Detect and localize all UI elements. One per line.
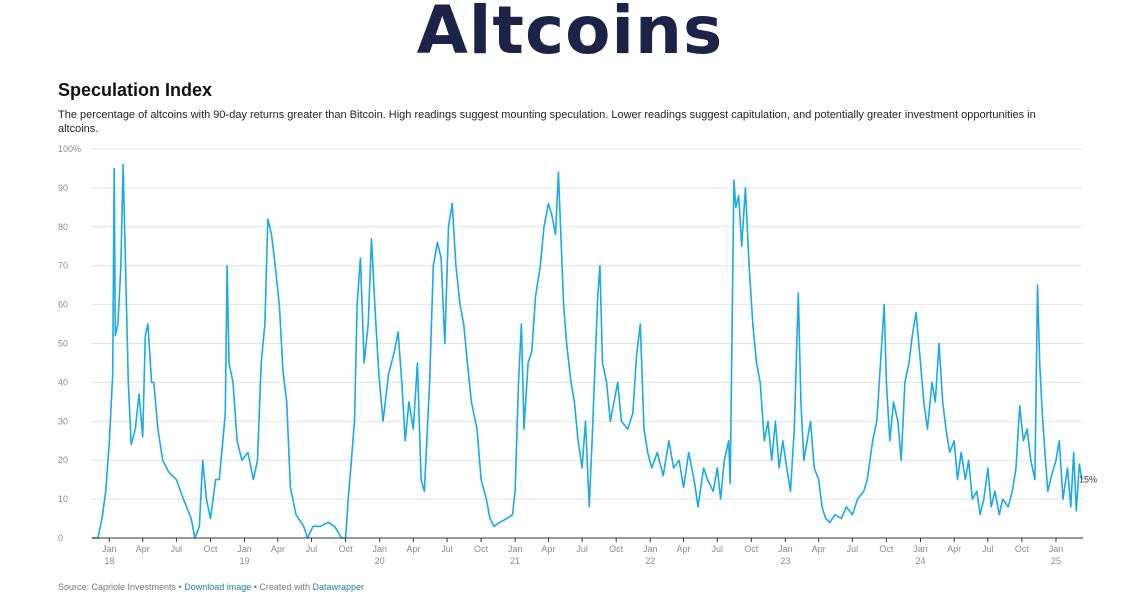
x-tick-label: Jan (643, 544, 658, 554)
y-tick-label: 20 (58, 455, 68, 465)
x-tick-label: Jul (982, 544, 994, 554)
x-tick-label: Apr (541, 544, 555, 554)
x-tick-label: Oct (744, 544, 759, 554)
x-tick-label: Apr (136, 544, 150, 554)
x-tick-year: 18 (104, 556, 114, 566)
y-tick-label: 90 (58, 183, 68, 193)
x-tick-label: Oct (203, 544, 218, 554)
x-tick-label: Jul (576, 544, 588, 554)
x-tick-label: Jan (913, 544, 928, 554)
speculation-line (92, 163, 1083, 539)
x-tick-label: Oct (1015, 544, 1030, 554)
y-tick-label: 100% (58, 144, 81, 154)
x-tick-label: Jan (237, 544, 252, 554)
x-tick-year: 21 (510, 556, 520, 566)
datawrapper-link[interactable]: Datawrapper (312, 582, 364, 592)
x-tick-label: Apr (812, 544, 826, 554)
x-tick-label: Jan (372, 544, 387, 554)
x-tick-label: Jul (847, 544, 859, 554)
x-tick-label: Apr (947, 544, 961, 554)
y-tick-label: 0 (58, 533, 63, 543)
y-tick-label: 50 (58, 339, 68, 349)
chart-title: Speculation Index (58, 80, 213, 100)
y-tick-label: 40 (58, 377, 68, 387)
y-tick-label: 70 (58, 261, 68, 271)
x-tick-year: 19 (240, 556, 250, 566)
source-note: Source: Capriole Investments (58, 582, 177, 592)
x-tick-label: Jan (102, 544, 117, 554)
x-tick-label: Oct (339, 544, 354, 554)
x-tick-label: Jan (508, 544, 523, 554)
y-tick-label: 60 (58, 300, 68, 310)
download-image-link[interactable]: Download image (184, 582, 252, 592)
x-tick-label: Jul (711, 544, 723, 554)
x-tick-label: Oct (879, 544, 894, 554)
x-tick-year: 23 (780, 556, 790, 566)
x-tick-label: Jan (1049, 544, 1064, 554)
x-tick-label: Jan (778, 544, 793, 554)
x-tick-year: 24 (915, 556, 925, 566)
x-tick-label: Apr (271, 544, 285, 554)
x-tick-label: Oct (474, 544, 489, 554)
y-tick-label: 80 (58, 222, 68, 232)
x-tick-year: 20 (375, 556, 385, 566)
end-value-label: 15% (1079, 475, 1097, 485)
y-tick-label: 10 (58, 494, 68, 504)
y-tick-label: 30 (58, 416, 68, 426)
created-with-label: Created with (259, 582, 310, 592)
x-tick-label: Jul (306, 544, 318, 554)
x-tick-label: Oct (609, 544, 624, 554)
chart-subtitle: The percentage of altcoins with 90-day r… (58, 109, 1036, 135)
chart-footer: Source: Capriole Investments • Download … (58, 582, 364, 592)
x-tick-label: Jul (441, 544, 453, 554)
x-tick-year: 22 (645, 556, 655, 566)
x-tick-label: Apr (406, 544, 420, 554)
x-tick-label: Jul (171, 544, 183, 554)
x-tick-label: Apr (677, 544, 691, 554)
page-title: Altcoins (416, 0, 724, 69)
x-tick-year: 25 (1051, 556, 1061, 566)
